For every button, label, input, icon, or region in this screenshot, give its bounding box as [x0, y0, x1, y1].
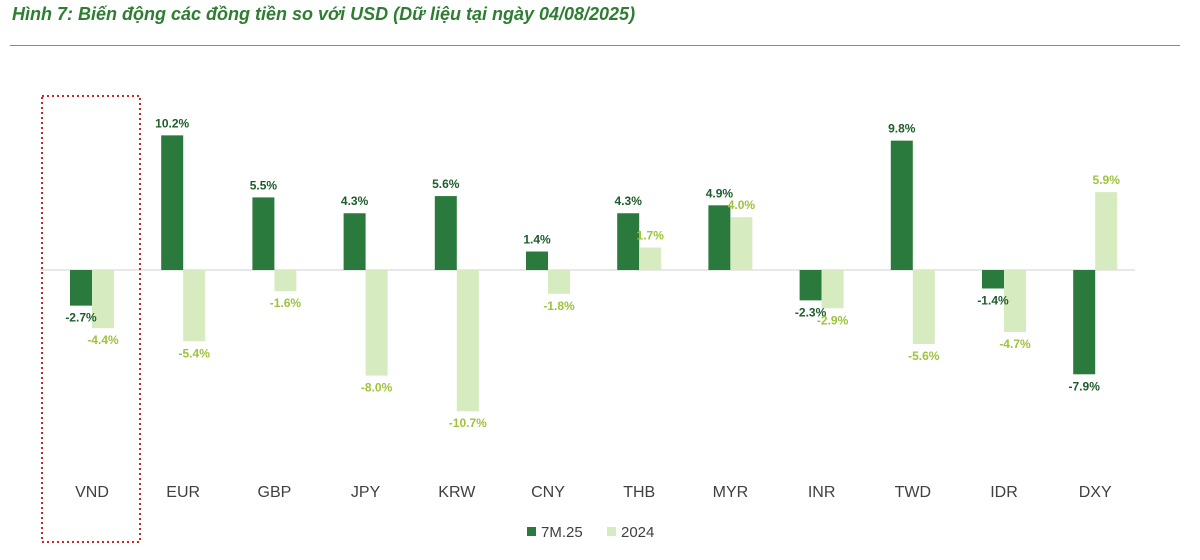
bar-2024-thb — [639, 247, 662, 270]
value-label-2024-krw: -10.7% — [449, 416, 487, 430]
value-label-2024-eur: -5.4% — [179, 346, 211, 360]
bar-2024-vnd — [92, 270, 114, 329]
legend-swatch-7m25 — [527, 527, 536, 536]
bar-7m25-vnd — [70, 270, 92, 306]
value-label-2024-gbp: -1.6% — [270, 296, 302, 310]
value-label-2024-thb: 1.7% — [637, 229, 665, 243]
bar-7m25-myr — [708, 205, 731, 270]
bar-7m25-cny — [526, 251, 548, 270]
bar-2024-gbp — [274, 270, 297, 292]
value-label-7m25-inr: -2.3% — [795, 305, 827, 319]
bar-2024-jpy — [365, 270, 388, 376]
bar-2024-dxy — [1095, 192, 1118, 270]
highlight-box-vnd — [41, 95, 141, 543]
category-label-thb: THB — [623, 484, 655, 501]
value-label-2024-cny: -1.8% — [543, 299, 575, 313]
bar-2024-idr — [1004, 270, 1026, 333]
value-label-2024-inr: -2.9% — [817, 313, 849, 327]
category-label-idr: IDR — [990, 484, 1018, 501]
bar-7m25-inr — [799, 270, 822, 301]
value-label-7m25-gbp: 5.5% — [250, 178, 278, 192]
chart-title: Hình 7: Biến động các đồng tiền so với U… — [12, 4, 636, 24]
bar-7m25-idr — [982, 270, 1004, 289]
value-label-2024-vnd: -4.4% — [87, 333, 119, 347]
value-label-2024-dxy: 5.9% — [1093, 173, 1121, 187]
category-label-eur: EUR — [166, 484, 200, 501]
value-label-7m25-twd: 9.8% — [888, 122, 916, 136]
category-label-gbp: GBP — [258, 484, 292, 501]
bar-7m25-krw — [434, 196, 457, 270]
bar-7m25-dxy — [1073, 270, 1096, 375]
value-label-2024-jpy: -8.0% — [361, 381, 393, 395]
bar-7m25-eur — [161, 135, 184, 270]
category-label-myr: MYR — [713, 484, 749, 501]
category-label-cny: CNY — [531, 484, 565, 501]
bar-7m25-jpy — [343, 213, 366, 270]
legend-label-2024: 2024 — [621, 524, 654, 541]
bar-7m25-gbp — [252, 197, 275, 270]
bar-2024-eur — [183, 270, 206, 342]
bar-2024-cny — [548, 270, 570, 294]
value-label-7m25-idr: -1.4% — [977, 293, 1009, 307]
value-labels-group: -2.7% -4.4% 10.2% -5.4% 5.5% -1.6% 4.3% -8.0% 5.… — [65, 116, 1120, 430]
legend: 7M.25 2024 — [527, 524, 654, 541]
bar-2024-twd — [912, 270, 935, 344]
value-label-7m25-eur: 10.2% — [155, 116, 189, 130]
category-label-inr: INR — [808, 484, 836, 501]
value-label-7m25-dxy: -7.9% — [1069, 379, 1101, 393]
value-label-7m25-jpy: 4.3% — [341, 194, 369, 208]
bar-2024-myr — [730, 217, 753, 270]
category-labels-group: VND EUR GBP JPY KRW CNY THB MYR INR TWD IDR DXY — [75, 484, 1112, 501]
value-label-7m25-thb: 4.3% — [615, 194, 643, 208]
value-label-2024-myr: 4.0% — [728, 198, 756, 212]
bar-7m25-twd — [890, 140, 913, 270]
title-divider — [10, 45, 1180, 46]
value-label-7m25-vnd: -2.7% — [65, 311, 97, 325]
value-label-7m25-myr: 4.9% — [706, 186, 734, 200]
category-label-krw: KRW — [438, 484, 476, 501]
value-label-2024-twd: -5.6% — [908, 349, 940, 363]
category-label-twd: TWD — [895, 484, 931, 501]
category-label-vnd: VND — [75, 484, 109, 501]
value-label-2024-idr: -4.7% — [999, 337, 1031, 351]
category-label-jpy: JPY — [351, 484, 381, 501]
bar-7m25-thb — [617, 213, 640, 270]
category-label-dxy: DXY — [1079, 484, 1112, 501]
bar-2024-krw — [456, 270, 479, 412]
legend-label-7m25: 7M.25 — [541, 524, 583, 541]
bar-2024-inr — [821, 270, 844, 309]
value-label-7m25-cny: 1.4% — [523, 233, 551, 247]
value-label-7m25-krw: 5.6% — [432, 177, 460, 191]
bars-group — [70, 135, 1118, 412]
legend-swatch-2024 — [607, 527, 616, 536]
